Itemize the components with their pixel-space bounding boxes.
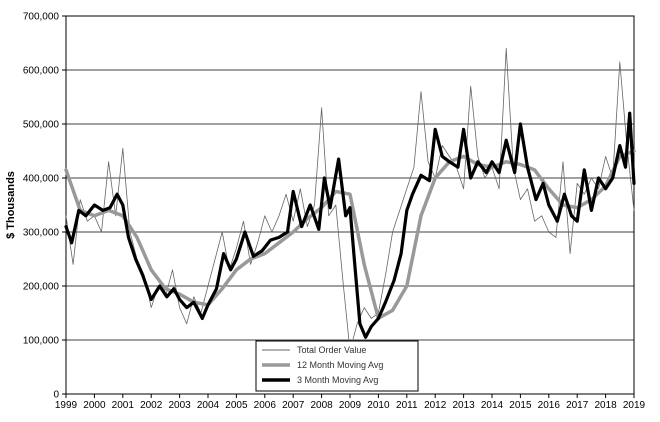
y-tick-label: 400,000 <box>23 174 60 185</box>
x-tick-label: 2006 <box>254 400 277 411</box>
legend-label-12-month-avg: 12 Month Moving Avg <box>297 360 383 370</box>
x-tick-label: 2000 <box>83 400 106 411</box>
x-tick-label: 2007 <box>282 400 305 411</box>
x-tick-label: 2018 <box>594 400 617 411</box>
y-tick-label: 100,000 <box>23 336 60 347</box>
x-tick-label: 2001 <box>112 400 135 411</box>
x-tick-label: 2014 <box>481 400 504 411</box>
x-tick-label: 2004 <box>197 400 220 411</box>
x-tick-label: 1999 <box>55 400 78 411</box>
x-tick-label: 2008 <box>310 400 333 411</box>
x-axis-ticks: 1999 2000 2001 2002 2003 2004 2005 2006 2007 2008… <box>55 394 646 411</box>
y-tick-label: 500,000 <box>23 120 60 131</box>
legend-label-3-month-avg: 3 Month Moving Avg <box>297 375 378 385</box>
plot-area <box>65 15 635 395</box>
y-tick-label: 600,000 <box>23 66 60 77</box>
legend-label-total-order-value: Total Order Value <box>297 345 366 355</box>
x-tick-label: 2010 <box>367 400 390 411</box>
x-tick-label: 2017 <box>566 400 589 411</box>
x-tick-label: 2009 <box>339 400 362 411</box>
y-tick-label: 200,000 <box>23 282 60 293</box>
x-tick-label: 2013 <box>452 400 475 411</box>
series-3-month-moving-avg <box>64 111 636 339</box>
series-12-month-moving-avg <box>64 149 636 321</box>
y-axis-title: $ Thousands <box>5 171 17 239</box>
y-tick-label: 0 <box>53 390 59 401</box>
x-tick-label: 2003 <box>168 400 191 411</box>
x-tick-label: 2005 <box>225 400 248 411</box>
x-tick-label: 2019 <box>623 400 646 411</box>
y-tick-label: 300,000 <box>23 228 60 239</box>
x-tick-label: 2016 <box>538 400 561 411</box>
y-tick-label: 700,000 <box>23 12 60 23</box>
y-axis-ticks: 0 100,000 200,000 300,000 400,000 500,000 600,… <box>23 12 66 401</box>
legend: Total Order Value 12 Month Moving Avg 3 … <box>255 340 419 392</box>
x-tick-label: 2002 <box>140 400 163 411</box>
x-tick-label: 2012 <box>424 400 447 411</box>
x-tick-label: 2015 <box>509 400 532 411</box>
x-tick-label: 2011 <box>396 400 418 411</box>
